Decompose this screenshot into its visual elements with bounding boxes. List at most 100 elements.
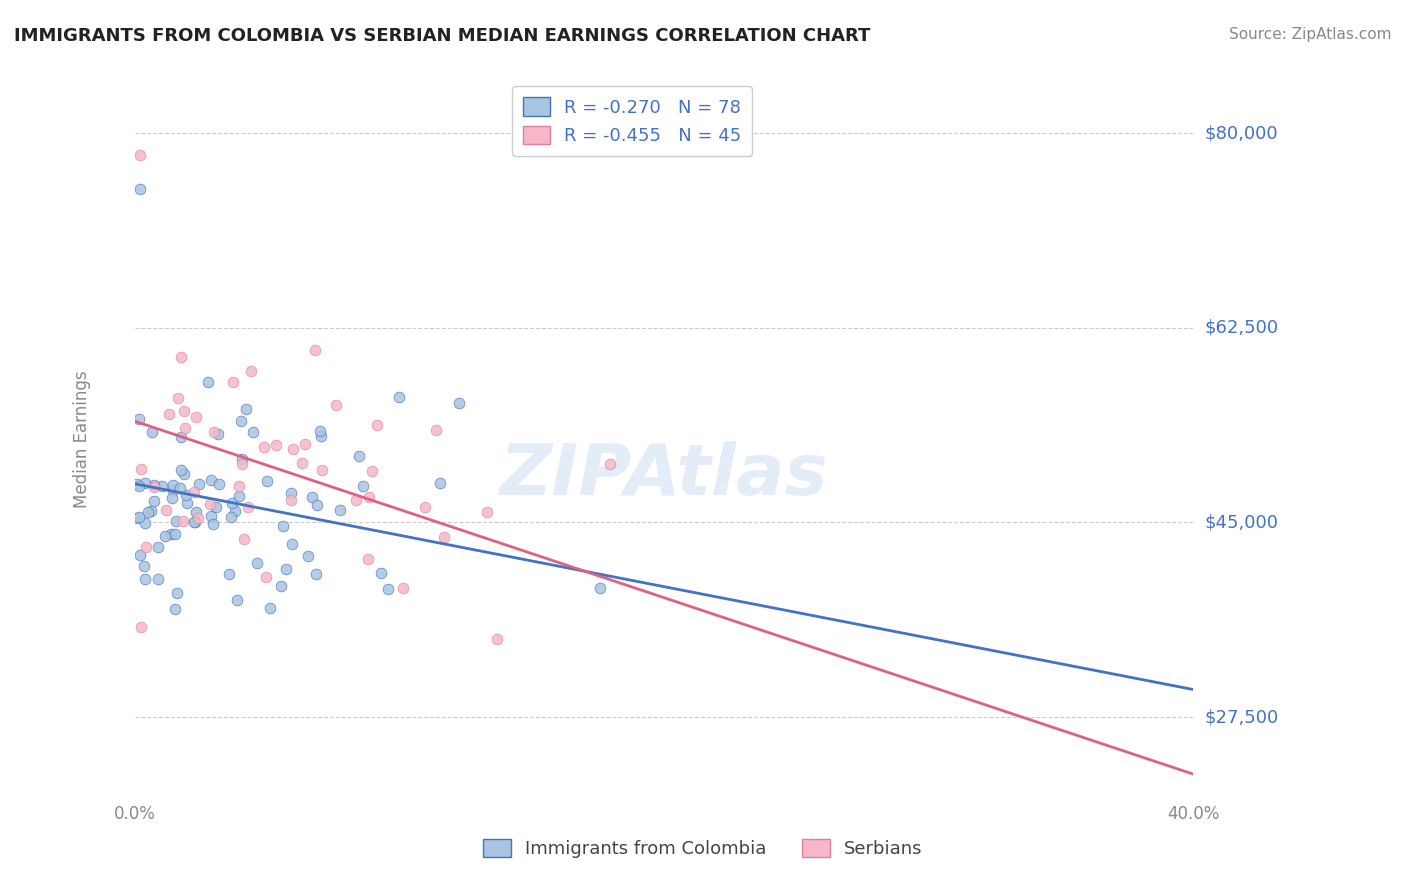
Point [485,632,508,647]
Point [449,396,471,410]
Point [128,510,150,524]
Point [231,452,253,467]
Point [370,566,392,580]
Point [225,592,247,607]
Text: $80,000: $80,000 [1205,124,1278,142]
Point [166,586,188,600]
Point [377,582,399,596]
Point [388,390,411,404]
Point [141,425,163,439]
Point [242,425,264,439]
Point [134,476,156,491]
Point [392,581,415,595]
Point [129,148,152,162]
Point [235,402,257,417]
Point [425,424,447,438]
Point [239,364,262,378]
Point [599,457,621,471]
Text: ZIPAtlas: ZIPAtlas [499,441,828,509]
Point [172,514,194,528]
Point [183,515,205,529]
Point [173,467,195,481]
Point [305,498,328,512]
Point [173,404,195,418]
Point [174,421,197,435]
Point [309,425,332,439]
Point [201,516,224,531]
Point [357,551,380,566]
Point [127,510,149,524]
Point [413,500,436,515]
Point [200,497,222,511]
Point [280,493,302,508]
Legend: Immigrants from Colombia, Serbians: Immigrants from Colombia, Serbians [477,831,929,865]
Point [183,484,205,499]
Point [219,510,242,524]
Point [160,491,183,505]
Point [233,532,256,546]
Point [207,427,229,442]
Point [155,502,177,516]
Point [143,480,166,494]
Point [221,496,243,510]
Point [129,619,152,633]
Text: $45,000: $45,000 [1205,514,1278,532]
Point [170,351,193,365]
Text: Median Earnings: Median Earnings [73,370,91,508]
Point [134,572,156,586]
Point [253,440,276,454]
Point [588,581,610,595]
Point [311,463,333,477]
Point [200,473,222,487]
Point [273,518,295,533]
Point [229,414,252,428]
Point [281,537,304,551]
Point [305,567,328,582]
Text: $62,500: $62,500 [1205,318,1278,337]
Point [163,602,186,616]
Point [224,504,246,518]
Point [162,478,184,492]
Point [134,516,156,531]
Point [270,579,292,593]
Point [127,477,149,491]
Point [170,430,193,444]
Point [129,182,152,196]
Point [139,504,162,518]
Point [281,442,304,457]
Point [148,572,170,586]
Legend: R = -0.270   N = 78, R = -0.455   N = 45: R = -0.270 N = 78, R = -0.455 N = 45 [512,87,752,156]
Point [256,474,278,488]
Text: IMMIGRANTS FROM COLOMBIA VS SERBIAN MEDIAN EARNINGS CORRELATION CHART: IMMIGRANTS FROM COLOMBIA VS SERBIAN MEDI… [14,27,870,45]
Point [142,494,165,508]
Point [344,493,367,508]
Point [184,409,207,424]
Point [167,392,190,406]
Point [174,487,197,501]
Point [238,500,260,515]
Point [197,375,219,389]
Point [228,479,250,493]
Point [264,438,287,452]
Point [231,457,253,471]
Point [169,463,191,477]
Point [294,437,316,451]
Point [357,490,380,504]
Point [129,461,152,475]
Point [204,425,226,439]
Point [433,530,456,544]
Point [187,510,209,524]
Point [188,477,211,491]
Point [128,479,150,493]
Point [347,449,370,463]
Point [218,566,240,581]
Point [176,496,198,510]
Point [360,465,382,479]
Point [128,548,150,562]
Point [280,486,302,500]
Point [155,529,177,543]
Point [329,503,352,517]
Point [246,556,269,570]
Point [204,500,226,515]
Text: Source: ZipAtlas.com: Source: ZipAtlas.com [1229,27,1392,42]
